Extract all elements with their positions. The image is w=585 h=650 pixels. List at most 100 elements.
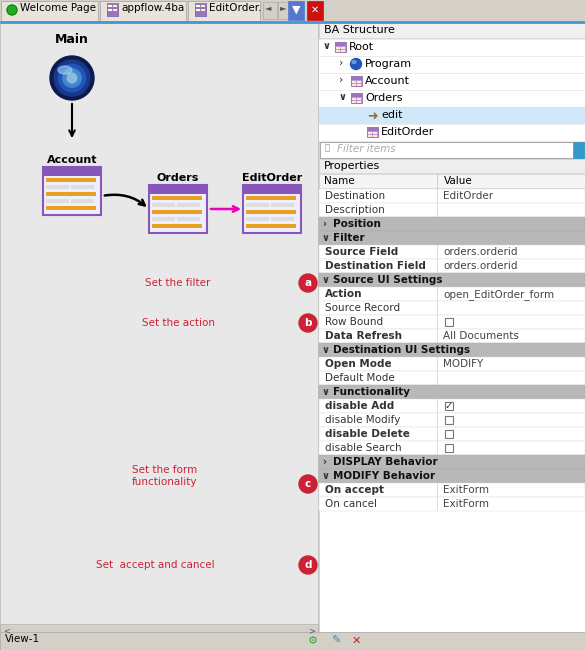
- Bar: [319, 497, 585, 511]
- Bar: [46, 192, 96, 196]
- Circle shape: [50, 56, 94, 100]
- Bar: [278, 2, 290, 19]
- Text: ◄: ◄: [265, 3, 271, 12]
- Circle shape: [299, 556, 317, 574]
- Bar: [357, 84, 361, 86]
- Circle shape: [350, 58, 362, 70]
- Text: Value: Value: [444, 176, 473, 186]
- Text: Set the filter: Set the filter: [145, 278, 211, 288]
- Text: Set  accept and cancel: Set accept and cancel: [96, 560, 214, 570]
- Bar: [437, 427, 438, 441]
- Bar: [319, 315, 585, 329]
- Text: MODIFY: MODIFY: [443, 359, 483, 369]
- Circle shape: [54, 60, 90, 96]
- Bar: [195, 3, 206, 16]
- Text: Description: Description: [325, 205, 385, 215]
- Text: Row Bound: Row Bound: [325, 317, 383, 327]
- Text: >: >: [308, 626, 315, 635]
- Text: open_EditOrder_form: open_EditOrder_form: [443, 289, 554, 300]
- Bar: [351, 76, 362, 80]
- Bar: [201, 5, 205, 7]
- Bar: [319, 189, 585, 203]
- Bar: [437, 315, 438, 329]
- Text: ExitForm: ExitForm: [443, 499, 489, 509]
- Bar: [319, 343, 585, 357]
- Bar: [0, 632, 585, 650]
- Text: ExitForm: ExitForm: [443, 485, 489, 495]
- Circle shape: [58, 64, 85, 92]
- Circle shape: [299, 314, 317, 332]
- Bar: [46, 185, 69, 189]
- Bar: [152, 224, 202, 228]
- Text: Account: Account: [365, 76, 410, 86]
- Bar: [319, 301, 585, 315]
- Bar: [445, 444, 453, 452]
- Bar: [271, 203, 294, 207]
- Bar: [445, 318, 453, 326]
- Text: Name: Name: [324, 176, 355, 186]
- Bar: [319, 39, 585, 56]
- Bar: [357, 98, 361, 100]
- Bar: [573, 142, 584, 158]
- Bar: [319, 469, 585, 483]
- Text: Default Mode: Default Mode: [325, 373, 395, 383]
- Bar: [108, 9, 112, 11]
- Bar: [445, 416, 453, 424]
- Bar: [152, 196, 202, 200]
- Bar: [196, 9, 200, 11]
- Text: <: <: [3, 626, 10, 635]
- Text: EditOrder: EditOrder: [381, 127, 435, 137]
- Bar: [373, 132, 377, 134]
- Bar: [152, 210, 202, 214]
- Bar: [243, 185, 301, 233]
- Bar: [319, 329, 585, 343]
- Text: ∨: ∨: [339, 92, 347, 102]
- Text: ∨: ∨: [323, 41, 331, 51]
- Text: Functionality: Functionality: [333, 387, 410, 397]
- Text: ✓: ✓: [445, 401, 453, 411]
- Bar: [319, 73, 585, 90]
- Bar: [319, 273, 585, 287]
- Text: Filter items: Filter items: [337, 144, 395, 154]
- Circle shape: [7, 5, 17, 15]
- Bar: [149, 185, 207, 194]
- Bar: [320, 142, 584, 158]
- Text: disable Delete: disable Delete: [325, 429, 410, 439]
- Bar: [357, 101, 361, 103]
- Bar: [437, 259, 438, 273]
- Text: Set the form
functionality: Set the form functionality: [132, 465, 198, 487]
- Bar: [246, 203, 269, 207]
- Text: Destination Field: Destination Field: [325, 261, 426, 271]
- Bar: [352, 81, 356, 83]
- Text: ∨: ∨: [322, 345, 330, 355]
- Text: d: d: [304, 560, 312, 570]
- Text: ›: ›: [339, 75, 343, 85]
- Bar: [437, 441, 438, 455]
- Bar: [437, 399, 438, 413]
- Bar: [319, 371, 585, 385]
- Text: On cancel: On cancel: [325, 499, 377, 509]
- Bar: [43, 167, 101, 215]
- Text: Source UI Settings: Source UI Settings: [333, 275, 442, 285]
- Bar: [319, 245, 585, 259]
- Bar: [319, 107, 585, 124]
- Bar: [188, 1, 260, 21]
- Text: EditOrder: EditOrder: [242, 173, 302, 183]
- Text: ∨: ∨: [322, 471, 330, 481]
- Text: ➜: ➜: [367, 110, 377, 123]
- Bar: [351, 93, 362, 103]
- Text: disable Search: disable Search: [325, 443, 402, 453]
- Bar: [177, 217, 200, 221]
- Bar: [352, 84, 356, 86]
- Circle shape: [299, 274, 317, 292]
- Text: Properties: Properties: [324, 161, 380, 171]
- Bar: [201, 9, 205, 11]
- Bar: [152, 203, 175, 207]
- Bar: [46, 199, 69, 203]
- Bar: [335, 42, 346, 46]
- Text: Program: Program: [365, 59, 412, 69]
- Bar: [71, 185, 94, 189]
- Bar: [445, 430, 453, 438]
- Text: BA Structure: BA Structure: [324, 25, 395, 35]
- Bar: [319, 90, 585, 107]
